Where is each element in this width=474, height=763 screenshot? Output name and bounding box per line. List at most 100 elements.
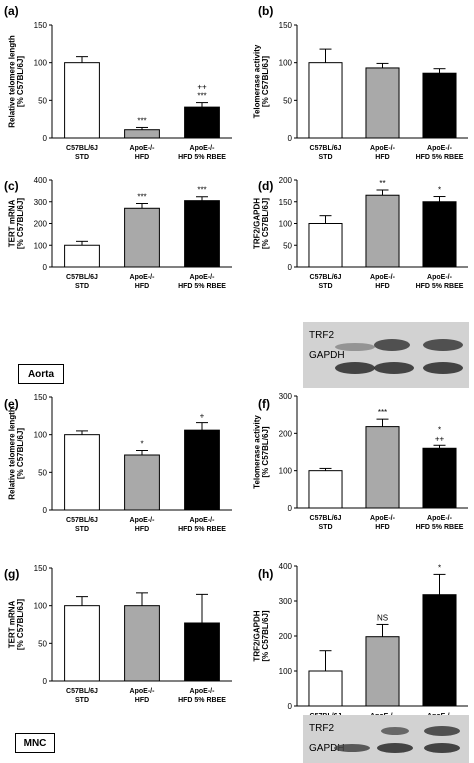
significance-label: + [200, 412, 205, 421]
y-axis-label: TERT mRNA[% C57BL/6J] [7, 198, 25, 249]
y-tick-label: 0 [288, 263, 293, 272]
y-tick-label: 100 [34, 602, 48, 611]
category-label: ApoE-/- [427, 274, 453, 281]
y-tick-label: 100 [279, 59, 293, 68]
y-axis-label: Telomerase activity[% C57BL/6J] [252, 44, 270, 118]
category-label: HFD [135, 283, 149, 290]
bar [308, 223, 343, 268]
y-tick-label: 300 [34, 198, 48, 207]
blot-band [423, 339, 463, 351]
category-label: ApoE-/- [130, 517, 156, 524]
category-label: C57BL/6J [66, 688, 98, 695]
y-tick-label: 0 [43, 677, 48, 686]
y-tick-label: 50 [38, 468, 47, 477]
y-tick-label: 0 [43, 263, 48, 272]
y-axis-label: Relative telomere length[% C57BL/6J] [7, 407, 25, 500]
category-label: STD [75, 154, 89, 161]
y-tick-label: 150 [279, 198, 293, 207]
bar [308, 62, 343, 139]
y-tick-label: 150 [34, 564, 48, 573]
category-label: HFD [135, 526, 149, 533]
bar [308, 470, 343, 509]
panel-letter: (c) [4, 179, 19, 193]
bar [64, 434, 100, 511]
blot-band [335, 362, 375, 374]
bar [365, 194, 400, 268]
y-tick-label: 400 [279, 562, 293, 571]
y-tick-label: 0 [43, 134, 48, 143]
category-label: HFD 5% RBEE [178, 154, 226, 161]
blot-label-gapdh: GAPDH [309, 743, 345, 754]
bar [184, 200, 220, 268]
y-tick-label: 200 [279, 176, 293, 185]
panel-letter: (h) [258, 567, 273, 581]
bar [365, 67, 400, 139]
chart-panel: (e) 0 50 100 150 Relative telomere length[% C… [4, 393, 232, 533]
blot-band [423, 362, 463, 374]
category-label: HFD [375, 283, 389, 290]
significance-label: *** [137, 116, 146, 125]
tissue-label-aorta: Aorta [18, 364, 64, 384]
significance-label: *** [197, 92, 206, 101]
blot-label-trf2: TRF2 [309, 723, 334, 734]
blot-band [334, 744, 370, 752]
y-tick-label: 200 [34, 220, 48, 229]
bar [124, 605, 160, 682]
y-tick-label: 300 [279, 597, 293, 606]
bar [422, 594, 457, 707]
category-label: C57BL/6J [310, 274, 342, 281]
chart-panel: (a) 0 50 100 150 Relative telomere length[% C… [4, 4, 232, 161]
category-label: HFD 5% RBEE [416, 283, 464, 290]
blot-label-trf2: TRF2 [309, 330, 334, 341]
y-axis-label: TRF2/GAPDH[% C57BL/6J] [252, 198, 270, 249]
category-label: STD [319, 154, 333, 161]
category-label: STD [75, 526, 89, 533]
category-label: STD [319, 524, 333, 531]
category-label: HFD 5% RBEE [416, 524, 464, 531]
category-label: C57BL/6J [66, 274, 98, 281]
category-label: HFD [375, 154, 389, 161]
y-axis-label: Relative telomere length[% C57BL/6J] [7, 35, 25, 128]
category-label: ApoE-/- [427, 145, 453, 152]
y-tick-label: 200 [279, 632, 293, 641]
y-axis-label: TERT mRNA[% C57BL/6J] [7, 599, 25, 650]
y-tick-label: 300 [279, 392, 293, 401]
bar [64, 605, 100, 682]
category-label: HFD 5% RBEE [416, 154, 464, 161]
category-label: ApoE-/- [427, 515, 453, 522]
category-label: STD [75, 697, 89, 704]
western-blot-aorta: TRF2 GAPDH [303, 322, 469, 388]
y-axis-label: Telomerase activity[% C57BL/6J] [252, 415, 270, 489]
panel-letter: (b) [258, 4, 273, 18]
bar [308, 670, 343, 707]
bar [184, 106, 220, 139]
bar [365, 426, 400, 509]
category-label: ApoE-/- [130, 688, 156, 695]
chart-panel: (f) 0 100 200 300 Telomerase activity[% C57BL… [252, 392, 468, 531]
panel-letter: (e) [4, 397, 19, 411]
significance-label: *** [137, 192, 146, 201]
significance-label: *** [378, 408, 387, 417]
blot-background [303, 715, 469, 763]
y-tick-label: 50 [38, 639, 47, 648]
category-label: C57BL/6J [66, 517, 98, 524]
blot-band [424, 743, 460, 753]
blot-band [335, 343, 375, 351]
significance-label: ++ [197, 83, 207, 92]
y-tick-label: 200 [279, 429, 293, 438]
category-label: HFD 5% RBEE [178, 526, 226, 533]
blot-band [424, 726, 460, 736]
y-tick-label: 100 [34, 241, 48, 250]
significance-label: NS [377, 613, 388, 622]
bar [124, 129, 160, 139]
bar [422, 447, 457, 509]
blot-band [374, 339, 410, 351]
category-label: HFD [135, 697, 149, 704]
blot-label-gapdh: GAPDH [309, 350, 345, 361]
y-tick-label: 50 [283, 241, 292, 250]
y-tick-label: 100 [34, 431, 48, 440]
y-tick-label: 100 [279, 467, 293, 476]
blot-background [303, 322, 469, 388]
blot-band [374, 362, 414, 374]
